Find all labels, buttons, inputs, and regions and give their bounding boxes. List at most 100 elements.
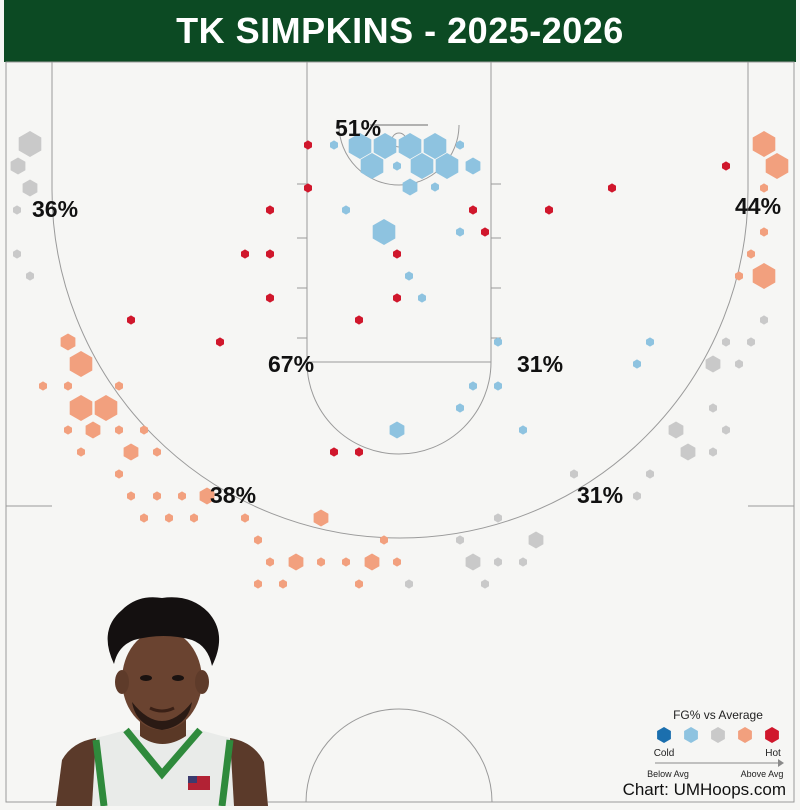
hexbin-below-13: [456, 140, 464, 150]
hexbin-above-88: [140, 425, 148, 435]
hexbin-below-15: [456, 227, 464, 237]
jersey-arm-trim: [92, 739, 234, 806]
hexbin-average-61: [570, 469, 578, 479]
hexbin-above-85: [64, 425, 72, 435]
hexbin-above-74: [760, 227, 768, 237]
hexbin-hot-26: [304, 140, 312, 150]
center-circle: [305, 708, 493, 803]
hexbin-above-90: [123, 443, 139, 461]
hexbin-hot-40: [608, 183, 616, 193]
hexbin-below-9: [372, 219, 396, 245]
hexbin-below-10: [393, 161, 401, 171]
hexbin-above-99: [165, 513, 173, 523]
legend-arrow-icon: [778, 759, 784, 767]
restricted-area: [338, 124, 460, 186]
hexbin-average-49: [26, 271, 34, 281]
hexbin-above-93: [127, 491, 135, 501]
hexbin-average-45: [10, 157, 26, 175]
hexbin-hot-36: [393, 293, 401, 303]
hexbin-below-4: [360, 153, 384, 179]
hexbin-above-98: [140, 513, 148, 523]
three-point-arc: [51, 189, 749, 539]
eye-right: [172, 675, 184, 681]
hexbin-below-17: [418, 293, 426, 303]
hexbin-hot-32: [127, 315, 135, 325]
hexbin-above-76: [752, 263, 776, 289]
shoulder-left: [56, 738, 96, 806]
hexbin-average-59: [709, 447, 717, 457]
hexbin-hot-43: [355, 447, 363, 457]
paint: [306, 61, 492, 363]
hexbin-above-82: [115, 381, 123, 391]
hexbin-above-92: [115, 469, 123, 479]
zone-label-rim: 51%: [335, 115, 381, 141]
hexbin-below-16: [405, 271, 413, 281]
hexbin-above-110: [254, 579, 262, 589]
zone-label-right-wing: 31%: [577, 482, 623, 508]
hexbin-below-6: [435, 153, 459, 179]
player-photo: [56, 597, 268, 806]
legend-swatch-average: [711, 727, 725, 743]
legend-swatch-above: [738, 727, 752, 743]
hexbin-above-86: [85, 421, 101, 439]
hexbin-hot-39: [545, 205, 553, 215]
hexbin-average-44: [18, 131, 42, 157]
hexbin-below-5: [410, 153, 434, 179]
hexbin-average-50: [760, 315, 768, 325]
jersey-collar-trim: [123, 727, 203, 780]
hexbin-hot-41: [722, 161, 730, 171]
hexbin-below-7: [465, 157, 481, 175]
hexbin-average-58: [680, 443, 696, 461]
hexbin-hot-34: [355, 315, 363, 325]
legend-above-avg: Above Avg: [741, 769, 784, 779]
hexbin-below-18: [389, 421, 405, 439]
hexbin-above-75: [747, 249, 755, 259]
hexbin-average-69: [481, 579, 489, 589]
hexbin-average-53: [705, 355, 721, 373]
hexbin-below-24: [646, 337, 654, 347]
legend-swatches: [657, 727, 779, 743]
hexbin-below-14: [342, 205, 350, 215]
shoulder-right: [230, 738, 268, 806]
hexbin-below-1: [373, 133, 397, 159]
hexbin-above-91: [153, 447, 161, 457]
hexbin-average-67: [494, 557, 502, 567]
hexbin-above-95: [178, 491, 186, 501]
hexbin-hot-35: [393, 249, 401, 259]
hexbin-average-47: [13, 205, 21, 215]
hexbin-below-22: [456, 403, 464, 413]
hexbin-average-60: [646, 469, 654, 479]
hexbin-average-57: [722, 425, 730, 435]
hexbin-below-19: [494, 337, 502, 347]
hexbin-hot-30: [266, 249, 274, 259]
hexbin-above-87: [115, 425, 123, 435]
hexbin-average-62: [633, 491, 641, 501]
hexbin-average-52: [722, 337, 730, 347]
hexbin-above-71: [752, 131, 776, 157]
hexbin-above-80: [39, 381, 47, 391]
hexbin-hot-42: [330, 447, 338, 457]
legend-swatch-hot: [765, 727, 779, 743]
hexbin-hot-28: [266, 205, 274, 215]
free-throw-circle-bottom: [306, 361, 492, 455]
mouth: [149, 706, 175, 713]
chart-title: TK SIMPKINS - 2025-2026: [4, 0, 796, 62]
hexbin-below-21: [494, 381, 502, 391]
hexbin-average-55: [709, 403, 717, 413]
player-hair: [107, 597, 220, 666]
hexbin-below-2: [398, 133, 422, 159]
hexbin-above-78: [60, 333, 76, 351]
hexbin-below-20: [469, 381, 477, 391]
zone-label-left-midrange: 67%: [268, 351, 314, 377]
player-face: [122, 630, 202, 730]
hexbin-above-96: [199, 487, 215, 505]
court-lines: [5, 61, 795, 803]
hexbin-above-81: [64, 381, 72, 391]
hexbin-above-105: [288, 553, 304, 571]
hexbin-average-46: [22, 179, 38, 197]
hexbin-above-111: [279, 579, 287, 589]
hexbin-average-48: [13, 249, 21, 259]
hexbin-above-103: [380, 535, 388, 545]
eye-left: [140, 675, 152, 681]
